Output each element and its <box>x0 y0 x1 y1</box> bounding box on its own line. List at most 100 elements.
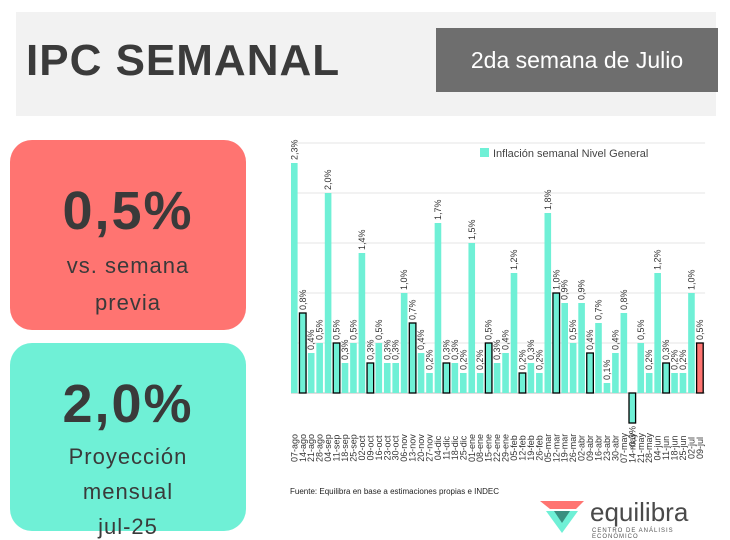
weekly-value: 0,5% <box>62 181 194 241</box>
tick-label-12-feb: 12-feb <box>517 435 527 461</box>
tick-label-30-oct: 30-oct <box>391 435 401 461</box>
tick-label-15-ene: 15-ene <box>484 434 494 462</box>
value-label-22-ene: 0,3% <box>492 339 502 360</box>
value-label-07-ago: 2,3% <box>289 139 299 160</box>
value-label-19-feb: 0,3% <box>526 339 536 360</box>
bar-20-nov <box>417 353 425 393</box>
tick-label-18-jun: 18-jun <box>670 435 680 460</box>
value-label-02-jul: 1,0% <box>686 269 696 290</box>
value-label-12-mar: 1,0% <box>551 269 561 290</box>
page-title: IPC SEMANAL <box>26 36 341 85</box>
value-label-18-dic: 0,3% <box>450 339 460 360</box>
tick-label-29-ene: 29-ene <box>501 434 511 462</box>
tick-label-19-mar: 19-mar <box>560 434 570 463</box>
value-label-21-ago: 0,4% <box>306 329 316 350</box>
source-note: Fuente: Equilibra en base a estimaciones… <box>290 487 499 496</box>
bar-11-sep <box>332 342 341 394</box>
tick-label-14-may: 14-may <box>627 432 637 463</box>
value-label-29-ene: 0,4% <box>501 329 511 350</box>
bar-08-ene <box>476 373 484 393</box>
tick-label-21-ago: 21-ago <box>306 434 316 462</box>
value-label-30-abr: 0,4% <box>610 329 620 350</box>
tick-label-25-sep: 25-sep <box>348 434 358 462</box>
value-label-26-mar: 0,5% <box>568 319 578 340</box>
bar-09-abr <box>586 352 594 394</box>
value-label-21-may: 0,5% <box>636 319 646 340</box>
tick-label-11-jun: 11-jun <box>661 436 671 460</box>
bar-06-nov <box>400 293 408 393</box>
value-label-20-nov: 0,4% <box>416 329 426 350</box>
value-label-15-ene: 0,5% <box>484 319 494 340</box>
bar-21-may <box>637 343 645 393</box>
value-label-04-sep: 2,0% <box>323 169 333 190</box>
value-label-02-abr: 0,9% <box>577 279 587 300</box>
bar-25-dic <box>460 373 467 393</box>
value-label-26-feb: 0,2% <box>534 349 544 370</box>
value-label-16-abr: 0,7% <box>594 299 604 320</box>
equilibra-logo: equilibra CENTRO DE ANÁLISIS ECONÓMICO <box>538 495 718 540</box>
value-label-05-mar: 1,8% <box>543 189 553 210</box>
value-label-04-dic: 1,7% <box>433 199 443 220</box>
value-label-11-jun: 0,3% <box>661 339 671 360</box>
tick-label-28-ago: 28-ago <box>315 434 325 462</box>
value-label-23-abr: 0,1% <box>602 359 612 380</box>
tick-label-04-sep: 04-sep <box>323 434 333 462</box>
bar-02-oct <box>358 253 366 393</box>
tick-label-05-feb: 05-feb <box>509 435 519 461</box>
tick-label-25-jun: 25-jun <box>678 435 688 460</box>
value-label-18-sep: 0,3% <box>340 339 350 360</box>
monthly-caption-line2: mensual <box>82 479 174 504</box>
tick-label-30-abr: 30-abr <box>610 435 620 461</box>
bar-21-ago <box>307 353 315 393</box>
bar-12-feb <box>518 372 527 394</box>
bar-16-oct <box>375 343 383 393</box>
tick-label-02-oct: 02-oct <box>357 435 367 461</box>
legend-label: Inflación semanal Nivel General <box>493 148 648 160</box>
value-label-13-nov: 0,7% <box>408 299 418 320</box>
weekly-card: 0,5% vs. semana previa <box>10 140 246 330</box>
value-label-28-ago: 0,5% <box>315 319 325 340</box>
tick-label-05-mar: 05-mar <box>543 434 553 463</box>
bar-01-ene <box>468 243 476 393</box>
tick-label-26-mar: 26-mar <box>568 434 578 463</box>
tick-label-01-ene: 01-ene <box>467 434 477 462</box>
tick-label-28-may: 28-may <box>644 432 654 463</box>
tick-label-14-ago: 14-ago <box>298 434 308 462</box>
value-label-11-sep: 0,5% <box>332 319 342 340</box>
tick-label-04-dic: 04-dic <box>433 435 443 460</box>
value-label-14-may: -0,3% <box>627 426 637 450</box>
value-label-02-oct: 1,4% <box>357 229 367 250</box>
monthly-caption-line3: jul-25 <box>98 514 158 539</box>
bar-12-mar <box>552 292 561 394</box>
logo-wordmark: equilibra <box>590 497 689 527</box>
weekly-caption-line2: previa <box>95 290 161 315</box>
value-label-01-ene: 1,5% <box>467 219 477 240</box>
bar-29-ene <box>502 353 509 393</box>
bar-09-jul <box>695 342 704 394</box>
tick-label-22-ene: 22-ene <box>492 434 502 462</box>
bar-11-dic <box>442 362 451 394</box>
tick-label-09-oct: 09-oct <box>365 435 375 461</box>
bar-18-sep <box>341 363 349 393</box>
bar-11-jun <box>662 362 671 394</box>
tick-label-18-dic: 18-dic <box>450 435 460 460</box>
tick-label-09-abr: 09-abr <box>585 435 595 461</box>
tick-label-21-may: 21-may <box>636 432 646 463</box>
bar-26-mar <box>569 343 577 393</box>
logo-tagline: CENTRO DE ANÁLISIS ECONÓMICO <box>592 528 674 540</box>
tick-label-23-oct: 23-oct <box>382 435 392 461</box>
value-label-11-dic: 0,3% <box>441 339 451 360</box>
bar-27-nov <box>426 373 433 393</box>
bar-04-dic <box>434 223 442 393</box>
value-label-08-ene: 0,2% <box>475 349 485 370</box>
bar-05-mar <box>544 213 552 393</box>
tick-label-02-jul: 02-jul <box>686 437 696 459</box>
tick-label-04-jun: 04-jun <box>653 435 663 460</box>
bar-14-ago <box>298 312 307 394</box>
bar-18-jun <box>671 373 678 393</box>
bar-07-may <box>620 313 628 393</box>
bar-02-abr <box>578 303 585 393</box>
bar-25-jun <box>679 373 687 393</box>
value-label-09-abr: 0,4% <box>585 329 595 350</box>
bar-05-feb <box>510 273 518 393</box>
